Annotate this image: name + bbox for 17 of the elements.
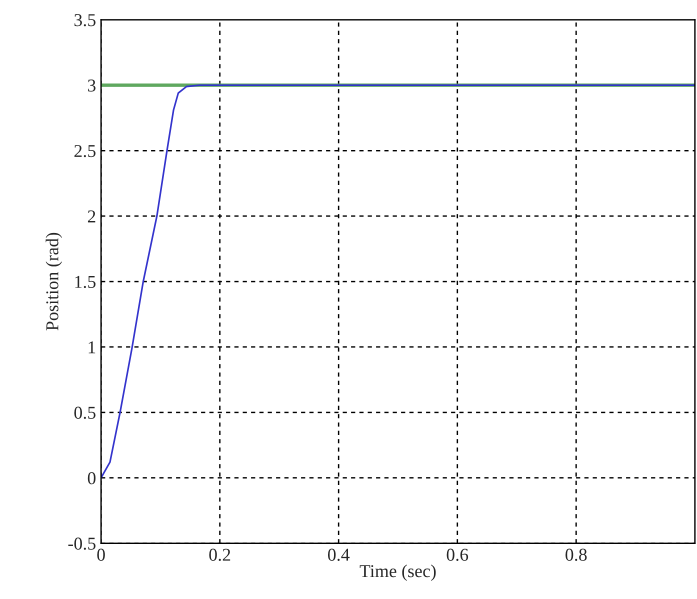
- x-axis-title: Time (sec): [360, 564, 436, 581]
- y-tick-label: 0.5: [74, 406, 96, 419]
- x-tick-label: 0: [97, 548, 105, 561]
- y-tick-label: 1: [88, 341, 96, 354]
- y-tick-label: 3.5: [74, 14, 96, 26]
- y-tick-label: 0: [88, 472, 96, 484]
- y-tick-label: 3: [88, 80, 96, 92]
- x-tick-label: 0.6: [446, 548, 468, 561]
- y-axis-title: Position (rad): [46, 232, 62, 330]
- y-tick-label: -0.5: [68, 538, 96, 550]
- x-tick-label: 0.4: [328, 548, 350, 561]
- y-tick-label: 1.5: [75, 276, 96, 288]
- line-series: [101, 84, 695, 479]
- x-tick-label: 0.2: [209, 548, 230, 561]
- y-tick-label: 2.5: [74, 144, 96, 158]
- x-tick-label: 0.8: [566, 548, 587, 561]
- y-tick-label: 2: [88, 210, 96, 222]
